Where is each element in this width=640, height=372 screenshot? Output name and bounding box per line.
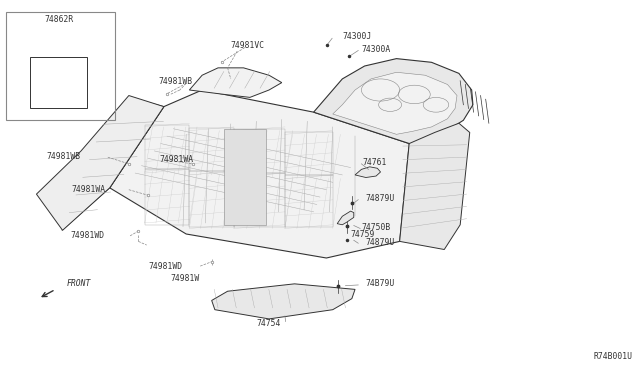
Text: 74B79U: 74B79U xyxy=(366,279,395,288)
Text: 74879U: 74879U xyxy=(366,195,395,203)
Text: 74981VC: 74981VC xyxy=(231,41,265,50)
Polygon shape xyxy=(109,90,409,258)
Text: 74981W: 74981W xyxy=(170,274,200,283)
Text: FRONT: FRONT xyxy=(67,279,92,288)
Text: 74879U: 74879U xyxy=(366,238,395,247)
Text: 74981WA: 74981WA xyxy=(72,185,106,194)
Polygon shape xyxy=(36,96,164,230)
Text: 74759: 74759 xyxy=(350,230,374,239)
Text: 74761: 74761 xyxy=(363,157,387,167)
Polygon shape xyxy=(333,72,457,134)
Polygon shape xyxy=(212,284,355,319)
Polygon shape xyxy=(225,129,266,225)
Text: 74300A: 74300A xyxy=(362,45,390,54)
Text: 74300J: 74300J xyxy=(342,32,372,41)
Polygon shape xyxy=(62,97,164,230)
Text: 74981WD: 74981WD xyxy=(148,262,182,270)
Polygon shape xyxy=(314,59,473,144)
Text: 74981WB: 74981WB xyxy=(46,152,80,161)
Text: 74754: 74754 xyxy=(256,319,281,328)
Bar xyxy=(30,57,88,109)
Polygon shape xyxy=(337,211,354,225)
Text: 74862R: 74862R xyxy=(44,15,74,24)
Text: 74981WD: 74981WD xyxy=(70,231,104,240)
Polygon shape xyxy=(399,123,470,250)
Text: 74981WA: 74981WA xyxy=(159,155,193,164)
Polygon shape xyxy=(355,167,381,177)
Polygon shape xyxy=(189,68,282,97)
Text: 74981WB: 74981WB xyxy=(159,77,193,86)
Bar xyxy=(6,13,115,119)
Text: 74750B: 74750B xyxy=(362,223,390,232)
Text: R74B001U: R74B001U xyxy=(593,352,632,361)
